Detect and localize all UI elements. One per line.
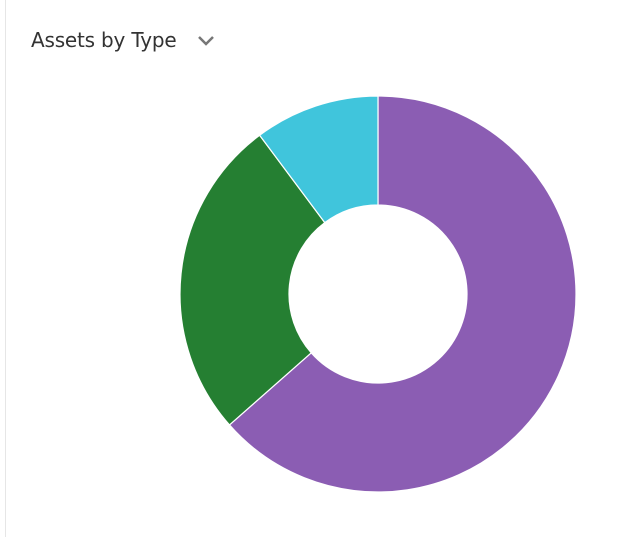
donut-segment bbox=[228, 95, 577, 493]
donut-segment bbox=[179, 134, 326, 426]
dropdown-chevron[interactable] bbox=[198, 36, 214, 46]
donut bbox=[179, 95, 577, 493]
donut-segment bbox=[258, 95, 379, 224]
widget-title[interactable]: Assets by Type bbox=[31, 28, 177, 52]
